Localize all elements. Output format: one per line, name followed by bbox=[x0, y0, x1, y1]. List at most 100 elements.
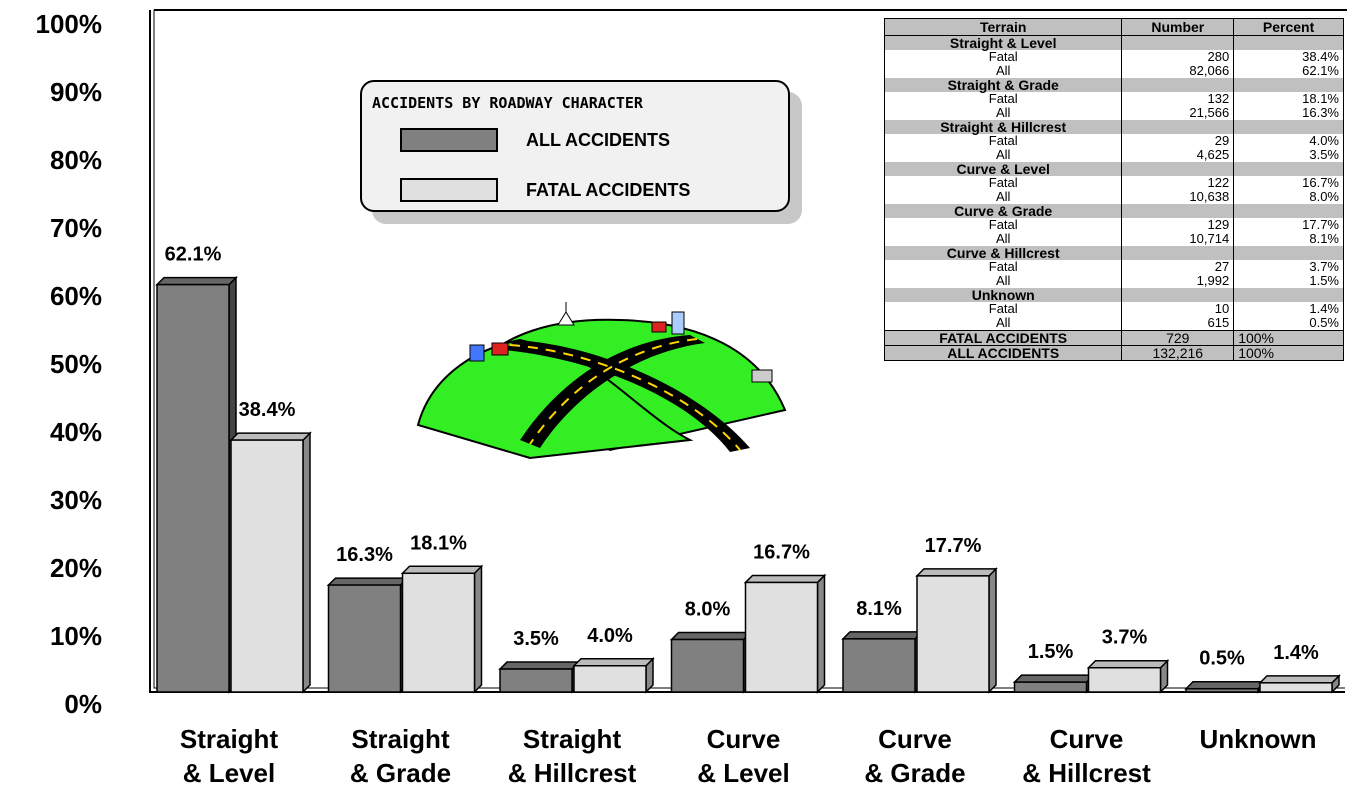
table-row: All 615 0.5% bbox=[883, 316, 1344, 331]
x-category-label: Straight bbox=[180, 724, 279, 754]
table-cell-label: Fatal bbox=[883, 50, 1123, 64]
table-row: Fatal 27 3.7% bbox=[883, 260, 1344, 274]
table-cell-label: All bbox=[883, 232, 1123, 246]
table-header-terrain: Terrain bbox=[883, 18, 1123, 36]
table-row: All 10,714 8.1% bbox=[883, 232, 1344, 246]
table-cell-number: 10 bbox=[1121, 302, 1235, 316]
bar-top bbox=[669, 631, 753, 641]
table-group-row: Curve & Hillcrest bbox=[883, 246, 1344, 260]
x-category-label: & Grade bbox=[864, 758, 965, 788]
house-icon bbox=[469, 344, 485, 362]
bar-labels: 62.1% 38.4% 16.3% 18.1% 3.5% 4.0% 8.0% 16.7% 8.1… bbox=[165, 244, 1319, 670]
table-cell-label: Fatal bbox=[883, 134, 1123, 148]
table-group-name: Straight & Hillcrest bbox=[883, 120, 1123, 134]
table-group-row: Curve & Grade bbox=[883, 204, 1344, 218]
table-cell-percent: 3.5% bbox=[1233, 148, 1344, 162]
table-cell-percent: 3.7% bbox=[1233, 260, 1344, 274]
x-category-label: & Hillcrest bbox=[508, 758, 637, 788]
table-row: All 4,625 3.5% bbox=[883, 148, 1344, 162]
barn-icon bbox=[491, 342, 509, 356]
bar-top bbox=[229, 432, 312, 441]
table-header-number: Number bbox=[1121, 18, 1235, 36]
bar-side bbox=[816, 573, 826, 694]
legend: ACCIDENTS BY ROADWAY CHARACTER ALL ACCID… bbox=[360, 80, 790, 212]
table-cell-empty bbox=[1233, 35, 1344, 50]
bar-value-label: 17.7% bbox=[925, 535, 982, 557]
table-row: All 21,566 16.3% bbox=[883, 106, 1344, 120]
table-cell-empty bbox=[1121, 78, 1235, 92]
bar-value-label: 16.3% bbox=[336, 544, 393, 566]
table-row: Fatal 129 17.7% bbox=[883, 218, 1344, 232]
bar-top bbox=[1012, 674, 1096, 683]
table-cell-number: 615 bbox=[1121, 316, 1235, 331]
y-tick-label: 50% bbox=[50, 349, 102, 379]
table-cell-number: 10,714 bbox=[1121, 232, 1235, 246]
factory-icon bbox=[751, 369, 773, 383]
y-axis-ticks: 0% 10% 20% 30% 40% 50% 60% 70% 80% 90% 100% bbox=[36, 9, 103, 719]
bar-top bbox=[572, 658, 655, 667]
bar-fatal-accidents bbox=[230, 439, 304, 693]
table-row: Fatal 29 4.0% bbox=[883, 134, 1344, 148]
bar-all-accidents bbox=[1185, 687, 1259, 693]
table-body: Straight & Level Fatal 280 38.4% All 82,066 62… bbox=[883, 35, 1344, 361]
table-cell-number: 280 bbox=[1121, 50, 1235, 64]
table-header-percent: Percent bbox=[1233, 18, 1344, 36]
table-cell-number: 1,992 bbox=[1121, 274, 1235, 288]
table-cell-percent: 16.7% bbox=[1233, 176, 1344, 190]
legend-label-fatal: FATAL ACCIDENTS bbox=[526, 180, 691, 200]
bar-all-accidents bbox=[327, 584, 402, 693]
legend-title: ACCIDENTS BY ROADWAY CHARACTER bbox=[372, 94, 643, 112]
table-cell-number: 4,625 bbox=[1121, 148, 1235, 162]
x-category-label: & Level bbox=[183, 758, 276, 788]
bar-value-label: 1.5% bbox=[1028, 641, 1074, 663]
table-total-number: 132,216 bbox=[1121, 345, 1235, 361]
table-total-row: FATAL ACCIDENTS 729 100% bbox=[883, 330, 1344, 346]
table-cell-label: All bbox=[883, 64, 1123, 78]
x-category-label: & Hillcrest bbox=[1022, 758, 1151, 788]
bar-fatal-accidents bbox=[401, 572, 476, 693]
bar-top bbox=[155, 276, 238, 286]
bar-fatal-accidents bbox=[916, 575, 990, 693]
y-tick-label: 20% bbox=[50, 553, 102, 583]
table-cell-percent: 38.4% bbox=[1233, 50, 1344, 64]
table-cell-percent: 8.1% bbox=[1233, 232, 1344, 246]
table-group-row: Straight & Hillcrest bbox=[883, 120, 1344, 134]
table-total-percent: 100% bbox=[1233, 345, 1344, 361]
legend-swatch-all bbox=[400, 128, 498, 152]
table-cell-percent: 1.4% bbox=[1233, 302, 1344, 316]
y-tick-label: 80% bbox=[50, 145, 102, 175]
table-cell-number: 21,566 bbox=[1121, 106, 1235, 120]
bar-side bbox=[302, 431, 311, 694]
table-row: All 10,638 8.0% bbox=[883, 190, 1344, 204]
bar-value-label: 3.5% bbox=[513, 628, 559, 650]
bars bbox=[155, 275, 1341, 694]
y-tick-label: 70% bbox=[50, 213, 102, 243]
bar-fatal-accidents bbox=[1087, 666, 1162, 693]
city-building-icon bbox=[671, 311, 685, 335]
y-tick-label: 40% bbox=[50, 417, 102, 447]
table-cell-label: All bbox=[883, 316, 1123, 331]
table-total-label: FATAL ACCIDENTS bbox=[883, 330, 1123, 346]
x-category-label: & Level bbox=[697, 758, 790, 788]
bar-top bbox=[1086, 659, 1170, 669]
table-total-percent: 100% bbox=[1233, 330, 1344, 346]
table-group-row: Curve & Level bbox=[883, 162, 1344, 176]
x-category-label: Straight bbox=[523, 724, 622, 754]
table-group-name: Curve & Level bbox=[883, 162, 1123, 176]
table-cell-label: Fatal bbox=[883, 260, 1123, 274]
church-icon bbox=[557, 302, 575, 326]
table-group-name: Unknown bbox=[883, 288, 1123, 302]
table-cell-empty bbox=[1233, 204, 1344, 218]
bar-fatal-accidents bbox=[744, 581, 819, 693]
table-cell-label: All bbox=[883, 190, 1123, 204]
table-cell-empty bbox=[1233, 162, 1344, 176]
table-cell-empty bbox=[1121, 246, 1235, 260]
table-cell-percent: 62.1% bbox=[1233, 64, 1344, 78]
data-table: Terrain Number Percent Straight & Level F… bbox=[883, 18, 1344, 361]
table-group-name: Straight & Grade bbox=[883, 78, 1123, 92]
table-cell-empty bbox=[1233, 78, 1344, 92]
table-cell-number: 10,638 bbox=[1121, 190, 1235, 204]
table-cell-percent: 0.5% bbox=[1233, 316, 1344, 331]
table-cell-percent: 16.3% bbox=[1233, 106, 1344, 120]
